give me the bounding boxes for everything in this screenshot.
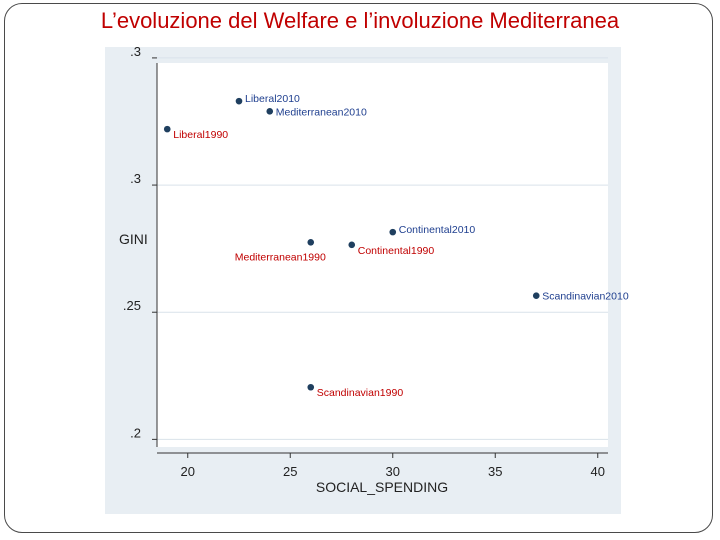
point-label: Liberal2010 [245,93,300,105]
data-point [532,292,540,299]
tick-labels: .2 .25 .3 .3 20 25 30 35 40 [123,44,605,479]
data-point [307,383,315,391]
point-label: Liberal1990 [173,129,228,141]
y-tick-label: .3 [130,171,141,186]
plot-area [157,63,608,447]
x-axis-title: SOCIAL_SPENDING [316,479,448,495]
axes [152,57,608,458]
grid-lines [157,57,608,440]
slide-frame [4,3,713,533]
x-tick-label: 30 [386,464,400,479]
data-point [307,238,315,246]
point-label: Continental1990 [358,245,435,257]
point-label: Scandinavian1990 [317,387,404,399]
y-axis-title: GINI [119,231,148,247]
data-point [389,228,397,236]
x-tick-label: 35 [488,464,502,479]
point-label: Continental2010 [399,224,476,236]
data-point [163,125,171,133]
x-tick-label: 20 [181,464,195,479]
x-tick-label: 25 [283,464,297,479]
point-label: Mediterranean2010 [276,106,367,118]
x-tick-label: 40 [591,464,605,479]
point-label: Scandinavian2010 [542,291,629,303]
y-tick-label: .3 [130,44,141,59]
data-point [266,108,274,115]
data-point [348,241,356,249]
y-tick-label: .25 [123,298,141,313]
data-point [235,97,243,105]
slide-title: L’evoluzione del Welfare e l’involuzione… [100,8,620,33]
point-label: Mediterranean1990 [235,251,326,263]
y-tick-label: .2 [130,425,141,440]
